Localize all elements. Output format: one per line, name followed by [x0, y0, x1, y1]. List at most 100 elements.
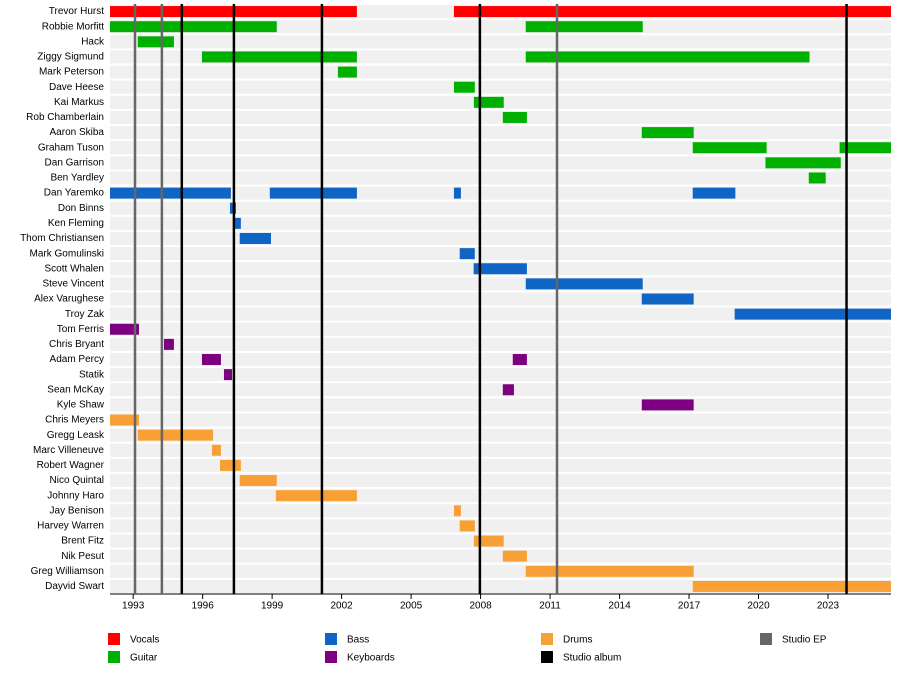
membership-bar [453, 505, 461, 517]
membership-bar [525, 51, 810, 63]
member-label: Ziggy Sigmund [37, 52, 104, 63]
membership-bar [459, 520, 475, 532]
membership-bar [473, 263, 527, 275]
row-background [110, 368, 891, 382]
member-label: Gregg Leask [47, 430, 105, 441]
member-label: Sean McKay [47, 384, 104, 395]
member-label: Kai Markus [54, 97, 104, 108]
membership-bar [459, 248, 475, 260]
row-background [110, 171, 891, 185]
membership-bar [235, 217, 241, 229]
member-label: Steve Vincent [42, 279, 104, 290]
membership-bar [641, 127, 694, 139]
member-label: Ben Yardley [50, 173, 104, 184]
member-label: Dayvid Swart [45, 581, 104, 592]
member-label: Chris Bryant [49, 339, 104, 350]
member-label: Dan Yaremko [44, 188, 105, 199]
row-background [110, 110, 891, 125]
membership-bar [137, 429, 214, 441]
member-label: Don Binns [58, 203, 104, 214]
member-label: Greg Williamson [31, 566, 104, 577]
member-label: Nico Quintal [50, 475, 104, 486]
row-background [110, 20, 891, 34]
membership-bar [473, 535, 504, 547]
legend-swatch [760, 633, 772, 645]
membership-bar [163, 338, 174, 350]
row-background [110, 247, 891, 261]
row-background [110, 156, 891, 170]
row-background [110, 473, 891, 488]
x-tick-label: 2014 [608, 601, 631, 612]
member-label: Dave Heese [49, 82, 104, 93]
member-label: Statik [79, 369, 105, 380]
x-tick-label: 1993 [122, 601, 145, 612]
member-label: Nik Pesut [61, 551, 104, 562]
row-background [110, 231, 891, 246]
membership-bar [453, 6, 891, 18]
x-tick-label: 2011 [539, 601, 561, 612]
row-background [110, 549, 891, 563]
membership-bar [201, 354, 221, 366]
membership-bar [201, 51, 357, 63]
member-label: Scott Whalen [45, 263, 104, 274]
member-label: Johnny Haro [47, 490, 104, 501]
membership-bar [525, 278, 643, 290]
membership-bar [692, 187, 736, 199]
membership-bar [473, 96, 504, 108]
membership-bar [211, 444, 221, 456]
row-background [110, 292, 891, 306]
row-background [110, 307, 891, 321]
row-background [110, 458, 891, 472]
row-background [110, 126, 891, 140]
member-label: Brent Fitz [61, 536, 104, 547]
membership-bar [453, 81, 475, 93]
row-background [110, 519, 891, 533]
member-label: Mark Gomulinski [30, 248, 104, 259]
membership-bar [808, 172, 826, 184]
membership-bar [110, 414, 139, 426]
row-background [110, 428, 891, 442]
member-label: Robbie Morfitt [42, 21, 104, 32]
row-background [110, 413, 891, 427]
membership-bar [765, 157, 841, 169]
x-tick-label: 2017 [678, 601, 701, 612]
member-label: Rob Chamberlain [26, 112, 104, 123]
legend-label: Vocals [130, 635, 159, 646]
membership-bar [525, 565, 694, 577]
x-tick-label: 1996 [192, 601, 215, 612]
member-label: Hack [81, 36, 105, 47]
membership-bar [692, 142, 767, 154]
row-background [110, 352, 891, 367]
membership-bar [337, 66, 357, 78]
row-background [110, 277, 891, 291]
membership-bar [269, 187, 357, 199]
legend-swatch [108, 633, 120, 645]
x-tick-label: 2008 [469, 601, 492, 612]
member-label: Aaron Skiba [50, 127, 105, 138]
row-background [110, 35, 891, 49]
row-background [110, 564, 891, 578]
x-tick-label: 2005 [400, 601, 423, 612]
legend-swatch [325, 651, 337, 663]
membership-bar [839, 142, 891, 154]
x-tick-label: 2020 [747, 601, 770, 612]
member-label: Tom Ferris [57, 324, 104, 335]
membership-bar [275, 490, 357, 502]
row-background [110, 141, 891, 155]
member-label: Troy Zak [65, 309, 105, 320]
membership-bar [641, 399, 694, 411]
row-background [110, 216, 891, 230]
legend-label: Studio album [563, 653, 621, 664]
membership-bar [641, 293, 694, 305]
membership-bar [692, 580, 891, 592]
member-label: Robert Wagner [37, 460, 105, 471]
legend-label: Studio EP [782, 635, 827, 646]
row-background [110, 201, 891, 215]
legend-label: Drums [563, 635, 592, 646]
row-background [110, 65, 891, 79]
member-label: Adam Percy [50, 354, 104, 365]
x-tick-label: 2023 [817, 601, 840, 612]
member-label: Jay Benison [50, 505, 104, 516]
member-label: Chris Meyers [45, 415, 104, 426]
membership-bar [453, 187, 461, 199]
